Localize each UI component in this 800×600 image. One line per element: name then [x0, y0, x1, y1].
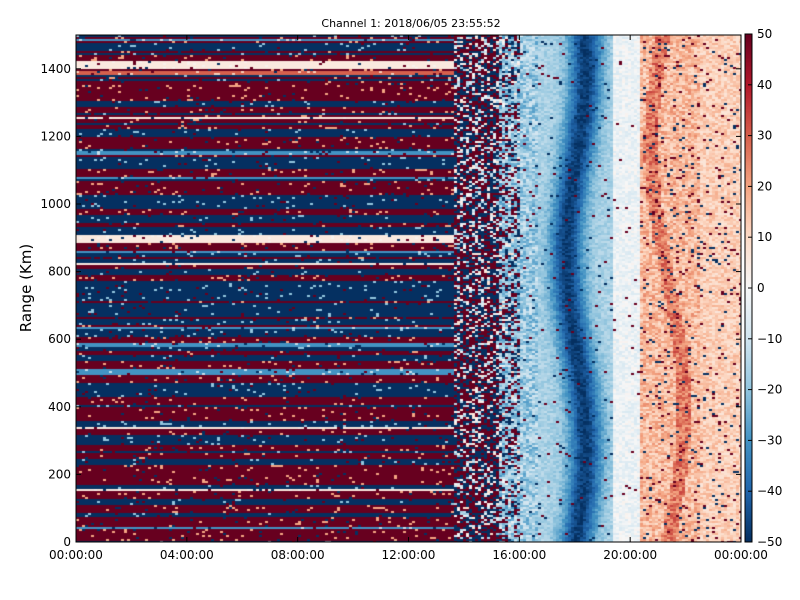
x-tick-label: 16:00:00 — [492, 548, 546, 562]
colorbar: 50 40 30 20 10 0 −10 −20 −30 −40 −50 — [744, 27, 782, 549]
y-tick-label: 200 — [48, 467, 71, 481]
colorbar-tick-label: −40 — [757, 484, 782, 498]
y-tick-label: 400 — [48, 400, 71, 414]
colorbar-tick-label: −20 — [757, 383, 782, 397]
y-tick-label: 0 — [63, 535, 71, 549]
plot-area — [75, 34, 742, 543]
colorbar-tick-label: 20 — [757, 179, 772, 193]
colorbar-tick-label: 0 — [757, 281, 765, 295]
colorbar-tick-label: 50 — [757, 27, 772, 41]
x-axis: 00:00:00 04:00:00 08:00:00 12:00:00 16:00:00… — [49, 35, 768, 562]
y-tick-label: 800 — [48, 265, 71, 279]
x-tick-label: 20:00:00 — [603, 548, 657, 562]
x-tick-label: 04:00:00 — [160, 548, 214, 562]
colorbar-tick-label: 30 — [757, 129, 772, 143]
x-tick-label: 00:00:00 — [714, 548, 768, 562]
heatmap-image — [76, 35, 741, 542]
x-tick-label: 00:00:00 — [49, 548, 103, 562]
y-tick-label: 1000 — [40, 197, 71, 211]
x-tick-label: 08:00:00 — [271, 548, 325, 562]
y-axis-label: Range (Km) — [17, 244, 35, 332]
colorbar-tick-label: −30 — [757, 433, 782, 447]
colorbar-tick-label: 10 — [757, 230, 772, 244]
colorbar-tick-label: −50 — [757, 535, 782, 549]
colorbar-ticks: 50 40 30 20 10 0 −10 −20 −30 −40 −50 — [748, 27, 782, 549]
chart-title: Channel 1: 2018/06/05 23:55:52 — [321, 17, 500, 30]
y-tick-label: 1200 — [40, 129, 71, 143]
x-tick-label: 12:00:00 — [382, 548, 436, 562]
colorbar-tick-label: −10 — [757, 332, 782, 346]
y-tick-label: 1400 — [40, 62, 71, 76]
y-axis: 0 200 400 600 800 1000 1200 1400 — [40, 62, 741, 549]
colorbar-tick-label: 40 — [757, 78, 772, 92]
y-tick-label: 600 — [48, 332, 71, 346]
